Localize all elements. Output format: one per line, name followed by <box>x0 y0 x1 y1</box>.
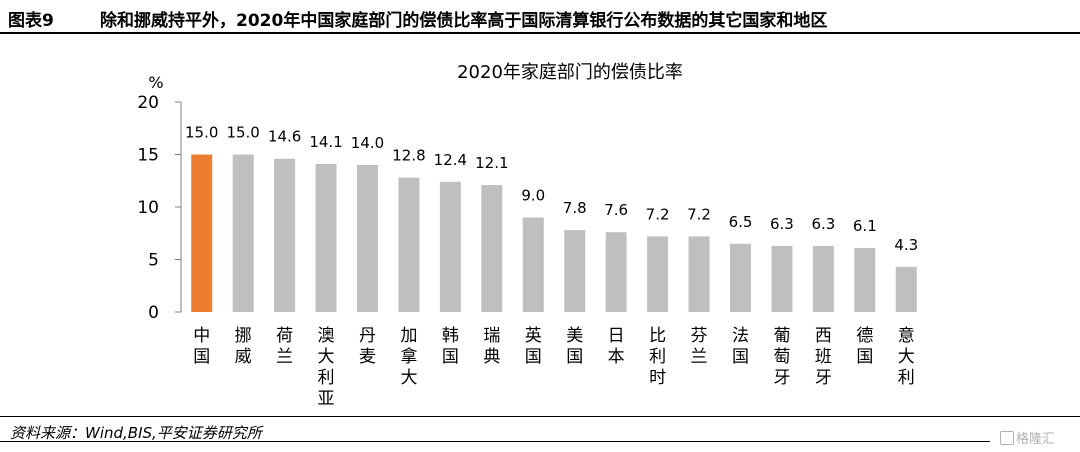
source-note: 资料来源：Wind,BIS,平安证券研究所 <box>10 424 262 442</box>
y-axis: 0 5 10 15 20 <box>137 93 182 323</box>
category-label: 韩国 <box>442 326 459 367</box>
bar <box>688 236 710 312</box>
bar-chart: 2020年家庭部门的偿债比率 % 0 5 10 15 20 15.0 15.0 14.6 14… <box>137 62 918 409</box>
bar <box>232 154 254 312</box>
bar <box>854 247 876 312</box>
data-label: 15.0 <box>226 124 259 142</box>
data-label: 6.5 <box>729 213 753 231</box>
category-label: 葡萄牙 <box>773 326 790 388</box>
data-label: 6.3 <box>811 215 835 233</box>
data-label: 15.0 <box>185 124 218 142</box>
category-label: 法国 <box>732 326 749 367</box>
y-tick-label: 0 <box>148 303 159 323</box>
data-label: 7.2 <box>646 205 670 223</box>
y-tick-label: 20 <box>137 93 159 113</box>
category-label: 丹麦 <box>359 326 376 367</box>
bar <box>357 165 378 312</box>
figure-header: 图表9 除和挪威持平外，2020年中国家庭部门的偿债比率高于国际清算银行公布数据… <box>0 0 1080 34</box>
watermark-icon <box>1000 431 1014 445</box>
data-label: 9.0 <box>521 187 545 205</box>
category-label: 瑞典 <box>483 326 500 367</box>
bar <box>895 266 917 312</box>
data-label: 12.4 <box>434 151 467 169</box>
bar <box>315 163 337 312</box>
bar <box>439 181 461 312</box>
header-rule <box>0 32 1080 34</box>
data-label: 12.1 <box>475 154 508 172</box>
category-label: 意大利 <box>898 326 915 388</box>
data-label: 7.6 <box>604 201 628 219</box>
bar <box>398 177 420 312</box>
bar <box>522 217 544 312</box>
data-label: 14.0 <box>351 134 384 152</box>
data-label: 6.1 <box>853 217 877 235</box>
data-label: 7.8 <box>563 199 587 217</box>
data-label: 14.6 <box>268 128 301 146</box>
bar <box>812 245 834 312</box>
category-label: 挪威 <box>235 326 252 367</box>
y-tick-label: 5 <box>148 251 159 271</box>
footer-rule-bottom <box>0 441 990 442</box>
category-label: 英国 <box>525 326 542 367</box>
bars <box>191 154 917 312</box>
bar <box>481 184 503 312</box>
bar <box>730 243 751 312</box>
bar <box>191 154 213 312</box>
category-label: 德国 <box>856 326 873 367</box>
y-tick-label: 10 <box>137 198 159 218</box>
category-label: 美国 <box>566 326 583 367</box>
y-tick-label: 15 <box>137 146 159 166</box>
category-label: 中国 <box>193 326 210 367</box>
y-axis-unit: % <box>148 73 163 92</box>
bar <box>771 245 793 312</box>
watermark-logo: 格隆汇 <box>1000 428 1055 447</box>
figure-number: 图表9 <box>8 11 54 31</box>
footer-rule-top <box>0 416 1080 417</box>
data-label: 7.2 <box>687 205 711 223</box>
value-labels: 15.0 15.0 14.6 14.1 14.0 12.8 12.4 12.1 9.0 7.8 7.… <box>185 124 918 254</box>
category-label: 日本 <box>608 326 625 367</box>
data-label: 12.8 <box>392 147 425 165</box>
figure-title: 除和挪威持平外，2020年中国家庭部门的偿债比率高于国际清算银行公布数据的其它国… <box>100 11 828 31</box>
figure-footer: 资料来源：Wind,BIS,平安证券研究所 格隆汇 <box>0 414 1080 452</box>
chart-title: 2020年家庭部门的偿债比率 <box>457 62 683 83</box>
bar <box>647 236 669 312</box>
bar <box>564 230 586 312</box>
data-label: 4.3 <box>894 236 918 254</box>
category-label: 芬兰 <box>691 326 708 367</box>
watermark-text: 格隆汇 <box>1016 432 1056 447</box>
category-label: 荷兰 <box>276 326 293 367</box>
data-label: 6.3 <box>770 215 794 233</box>
data-label: 14.1 <box>309 133 342 151</box>
category-label: 加拿大 <box>400 326 417 388</box>
category-label: 比利时 <box>649 326 666 388</box>
category-label: 澳大利亚 <box>318 326 335 409</box>
bar <box>274 158 296 312</box>
bar <box>605 232 627 312</box>
category-label: 西班牙 <box>815 326 832 388</box>
